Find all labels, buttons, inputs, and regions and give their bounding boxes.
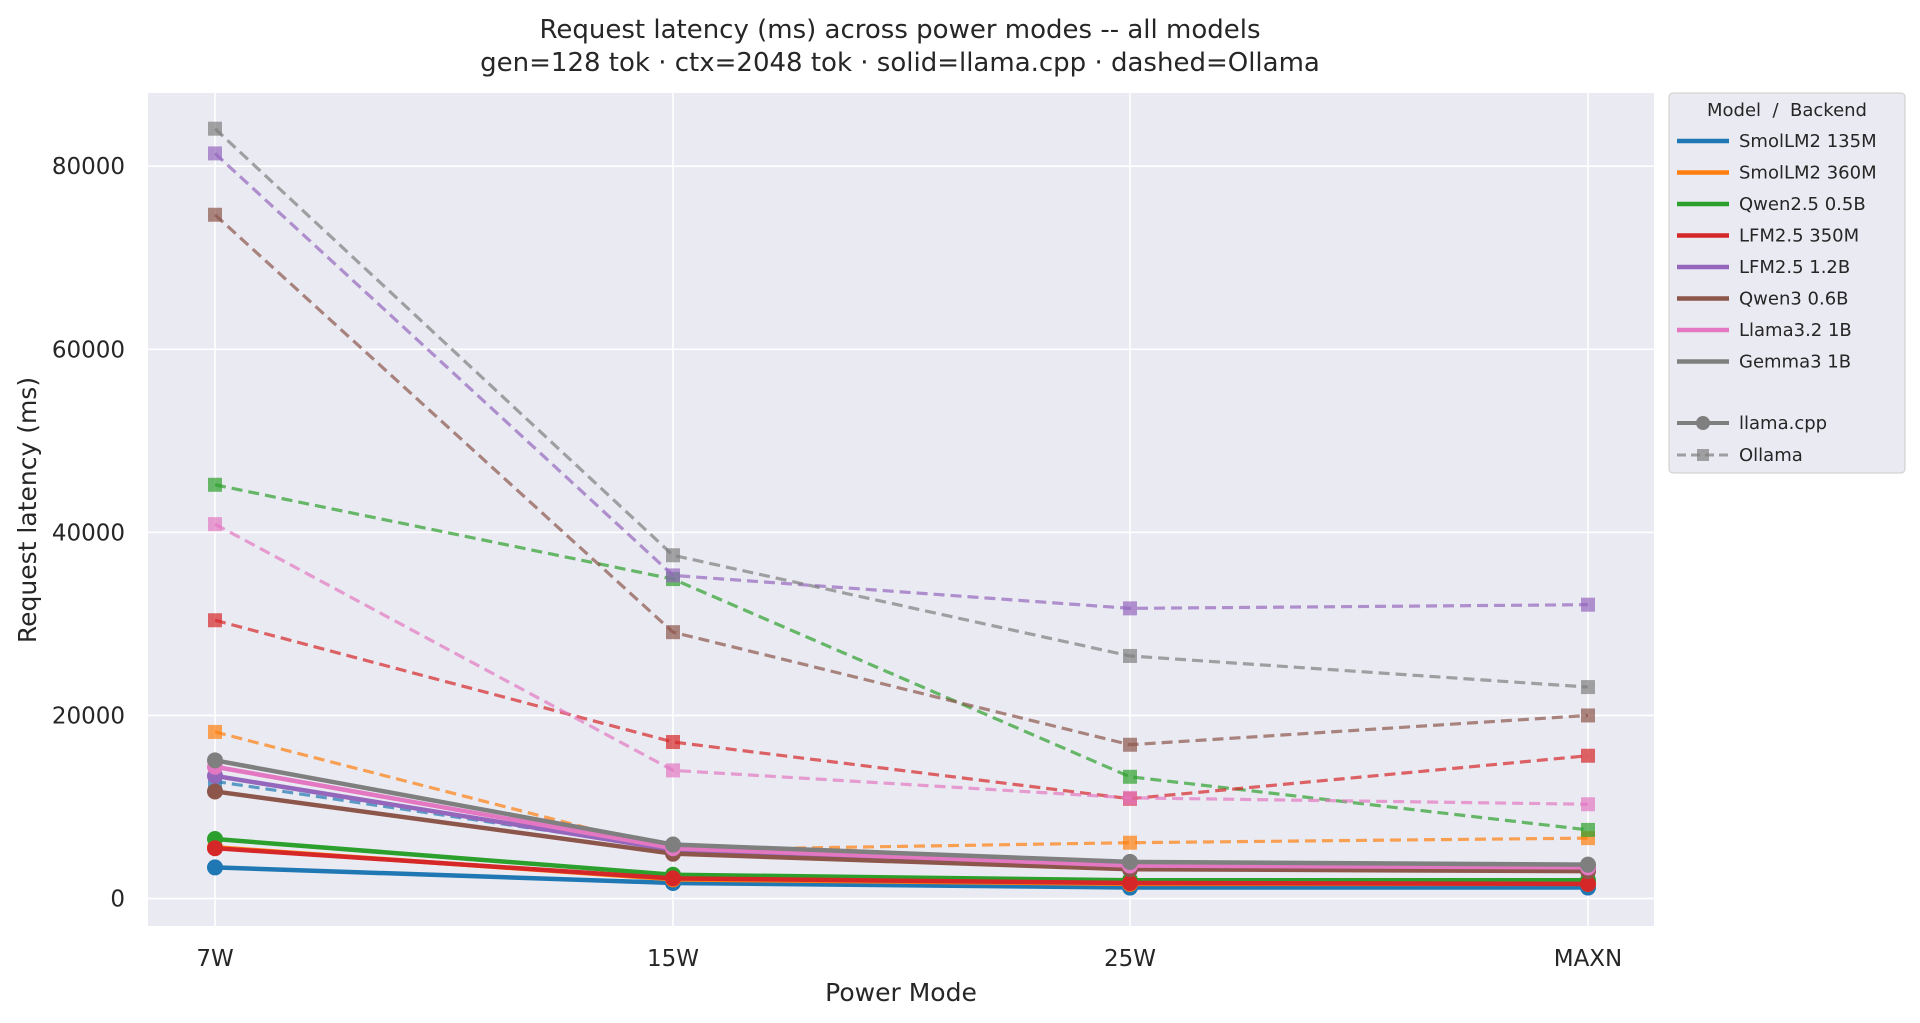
ollama-point: [666, 763, 680, 778]
chart-subtitle: gen=128 tok · ctx=2048 tok · solid=llama…: [480, 48, 1320, 78]
llamacpp-point: [207, 752, 223, 769]
x-tick-labels: 7W 15W 25W MAXN: [196, 946, 1622, 972]
ollama-point: [1581, 680, 1595, 695]
legend-entry-label: Qwen2.5 0.5B: [1739, 194, 1866, 215]
llamacpp-point: [207, 783, 223, 800]
x-tick-label: 15W: [647, 946, 699, 972]
y-tick-labels: 0 20000 40000 60000 80000: [52, 154, 125, 912]
ollama-line: [214, 730, 1589, 852]
ollama-point: [208, 724, 222, 739]
legend-entry-label: LFM2.5 1.2B: [1739, 257, 1850, 278]
llamacpp-point: [1580, 875, 1596, 892]
ollama-line: [214, 522, 1589, 806]
grid-lines: [148, 93, 1654, 926]
ollama-point: [666, 568, 680, 583]
ollama-line: [214, 618, 1589, 801]
y-tick-label: 60000: [52, 337, 125, 363]
ollama-point: [1581, 708, 1595, 723]
y-tick-label: 0: [110, 887, 125, 913]
ollama-point: [208, 207, 222, 222]
legend: Model / Backend SmolLM2 135M SmolLM2 360M…: [1668, 92, 1906, 474]
llamacpp-line: [214, 865, 1588, 890]
legend-backend-marker: [1697, 449, 1709, 461]
ollama-line: [213, 127, 1589, 689]
y-tick-label: 40000: [52, 520, 125, 546]
llamacpp-point: [207, 840, 223, 857]
legend-backend-label: Ollama: [1739, 445, 1803, 466]
chart-title: Request latency (ms) across power modes …: [539, 15, 1260, 45]
legend-box: [1668, 92, 1906, 474]
llamacpp-line: [214, 845, 1589, 887]
ollama-point: [208, 121, 222, 136]
ollama-point: [208, 477, 222, 492]
legend-title: Model / Backend: [1707, 100, 1867, 121]
llamacpp-point: [1122, 874, 1138, 891]
plot-area: [148, 93, 1654, 926]
llamacpp-line: [214, 758, 1589, 867]
ollama-point: [1123, 790, 1137, 805]
x-axis-label: Power Mode: [825, 978, 977, 1007]
ollama-point: [1123, 648, 1137, 663]
legend-entry-label: LFM2.5 350M: [1739, 226, 1859, 247]
y-axis-label: Request latency (ms): [13, 377, 42, 643]
ollama-point: [666, 735, 680, 750]
x-tick-label: 25W: [1104, 946, 1156, 972]
llamacpp-point: [665, 870, 681, 887]
legend-entry-label: Llama3.2 1B: [1739, 320, 1852, 341]
llamacpp-point: [1122, 853, 1138, 870]
ollama-point: [208, 613, 222, 628]
legend-backend-marker: [1696, 416, 1710, 430]
ollama-point: [208, 517, 222, 532]
ollama-point: [1581, 797, 1595, 812]
ollama-line: [213, 152, 1589, 610]
ollama-point: [1123, 835, 1137, 850]
ollama-point: [1123, 769, 1137, 784]
y-tick-label: 80000: [52, 154, 125, 180]
ollama-point: [666, 548, 680, 563]
ollama-point: [1581, 822, 1595, 837]
legend-entry-label: Gemma3 1B: [1739, 352, 1851, 373]
ollama-point: [1581, 597, 1595, 612]
ollama-line: [213, 213, 1589, 747]
ollama-line: [214, 483, 1589, 832]
llamacpp-line: [214, 836, 1588, 883]
legend-entry-label: Qwen3 0.6B: [1739, 289, 1849, 310]
llamacpp-point: [207, 859, 223, 876]
llamacpp-point: [1580, 856, 1596, 873]
ollama-point: [1123, 601, 1137, 616]
legend-backend-label: llama.cpp: [1739, 413, 1827, 434]
ollama-point: [208, 146, 222, 161]
x-tick-label: 7W: [196, 946, 233, 972]
llamacpp-point: [665, 836, 681, 853]
llamacpp-line: [214, 764, 1589, 870]
llamacpp-line: [214, 789, 1589, 874]
llamacpp-series-group: [207, 752, 1596, 896]
ollama-point: [1581, 748, 1595, 763]
legend-entry-label: SmolLM2 360M: [1739, 163, 1877, 184]
legend-entry-label: SmolLM2 135M: [1739, 131, 1877, 152]
y-tick-label: 20000: [52, 703, 125, 729]
ollama-point: [1123, 737, 1137, 752]
x-tick-label: MAXN: [1554, 946, 1623, 972]
ollama-point: [666, 625, 680, 640]
